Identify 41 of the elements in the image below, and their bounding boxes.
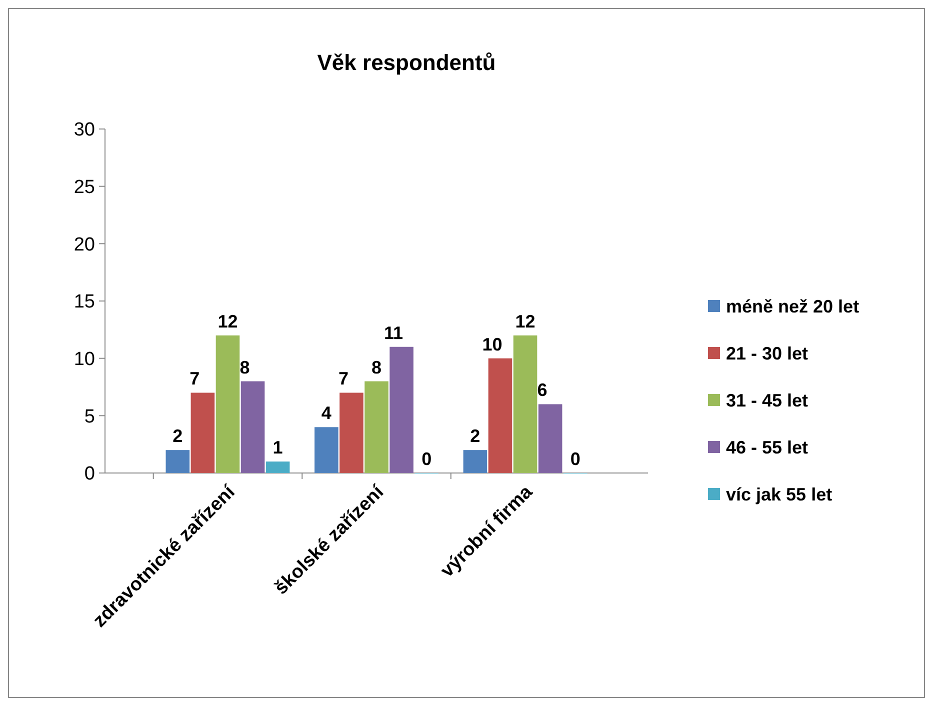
data-label: 8 xyxy=(371,357,382,378)
bar xyxy=(364,381,388,473)
data-label: 11 xyxy=(384,322,404,343)
bar xyxy=(266,462,290,473)
data-label: 12 xyxy=(218,311,238,332)
bar xyxy=(488,358,512,473)
bar xyxy=(240,381,265,473)
legend-label: víc jak 55 let xyxy=(726,484,832,504)
data-label: 1 xyxy=(272,438,283,458)
y-tick-label: 15 xyxy=(74,292,95,313)
chart-title: Věk respondentů xyxy=(317,50,496,75)
data-label: 4 xyxy=(321,403,332,424)
bar xyxy=(216,335,240,473)
data-label: 6 xyxy=(537,380,548,400)
data-label: 12 xyxy=(515,311,536,332)
legend-label: 31 - 45 let xyxy=(726,390,808,410)
data-label: 8 xyxy=(240,357,250,378)
bar xyxy=(390,346,414,473)
y-tick-label: 10 xyxy=(74,348,95,370)
data-label: 0 xyxy=(570,449,580,469)
bar xyxy=(314,427,338,473)
data-label: 7 xyxy=(190,368,200,389)
data-label: 0 xyxy=(422,449,432,469)
data-label: 10 xyxy=(482,334,502,354)
bar xyxy=(190,392,215,473)
y-tick-label: 25 xyxy=(74,176,95,198)
bar xyxy=(166,450,190,473)
y-tick-label: 5 xyxy=(84,406,95,428)
data-label: 7 xyxy=(338,368,348,389)
data-label: 2 xyxy=(172,426,183,446)
bar xyxy=(513,335,538,473)
y-tick-label: 0 xyxy=(84,464,95,485)
bar xyxy=(463,450,488,473)
legend-label: méně než 20 let xyxy=(726,296,860,316)
bar xyxy=(340,392,364,473)
y-tick-label: 30 xyxy=(74,120,95,141)
legend-label: 46 - 55 let xyxy=(726,437,808,458)
legend-label: 21 - 30 let xyxy=(726,343,808,364)
bar xyxy=(538,404,562,473)
y-tick-label: 20 xyxy=(74,234,95,256)
data-label: 2 xyxy=(470,426,480,446)
